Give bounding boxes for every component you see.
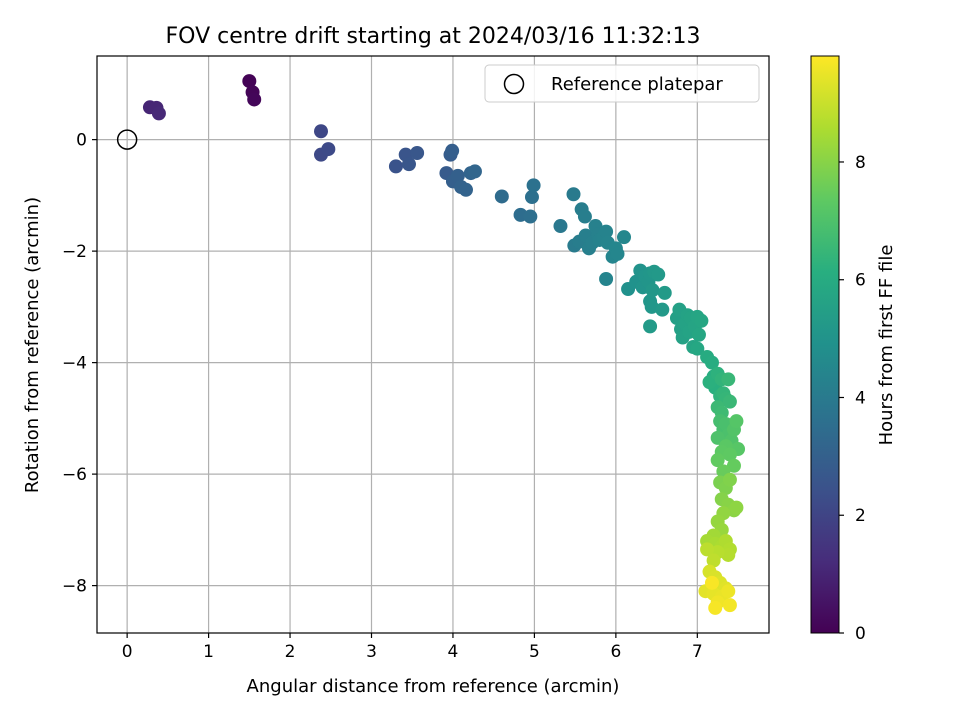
data-point <box>708 600 723 615</box>
x-tick-label: 6 <box>610 642 621 662</box>
data-point <box>704 355 719 370</box>
data-point <box>729 414 744 429</box>
data-point <box>690 341 705 356</box>
colorbar-gradient <box>810 55 840 634</box>
plot-frame <box>96 55 770 634</box>
data-point <box>401 157 416 172</box>
data-point <box>721 372 736 387</box>
data-point <box>617 230 632 245</box>
y-tick-label: −2 <box>62 242 87 262</box>
colorbar-tick-label: 4 <box>855 388 866 408</box>
x-tick-label: 2 <box>285 642 296 662</box>
data-point <box>722 472 737 487</box>
data-point <box>450 168 465 183</box>
data-point <box>566 187 581 202</box>
data-point <box>655 302 670 317</box>
colorbar-label: Hours from first FF file <box>876 245 897 446</box>
data-point <box>721 547 736 562</box>
data-point <box>467 164 482 179</box>
data-point <box>722 598 737 613</box>
colorbar: 0 2 4 6 8 Hours from first FF file <box>810 55 897 644</box>
data-point <box>691 327 706 342</box>
data-point <box>526 178 541 193</box>
legend-entry-label: Reference platepar <box>551 74 723 95</box>
data-point <box>657 285 672 300</box>
legend-box <box>484 64 760 103</box>
data-point <box>247 92 262 107</box>
data-point <box>553 219 568 234</box>
data-point <box>645 283 660 298</box>
data-point <box>721 584 736 599</box>
y-tick-label: −4 <box>62 354 87 374</box>
data-point <box>729 500 744 515</box>
data-point <box>388 159 403 174</box>
data-point <box>314 124 328 139</box>
data-point <box>643 319 658 334</box>
data-point <box>644 299 659 314</box>
data-point <box>445 143 460 158</box>
y-tick-label: −6 <box>62 465 87 485</box>
y-tick-label: 0 <box>76 131 87 151</box>
colorbar-ticks: 0 2 4 6 8 <box>839 153 866 644</box>
x-tick-label: 7 <box>692 642 703 662</box>
data-point <box>700 542 715 557</box>
reference-marker-layer <box>116 129 138 150</box>
data-point <box>458 182 473 197</box>
x-ticks: 0 1 2 3 4 5 6 7 <box>122 633 703 662</box>
data-point <box>321 142 336 157</box>
y-ticks: 0 −2 −4 −6 −8 <box>62 131 97 597</box>
data-point <box>694 313 709 328</box>
colorbar-tick-label: 0 <box>855 624 866 644</box>
data-point <box>710 453 725 468</box>
x-tick-label: 1 <box>203 642 214 662</box>
reference-platepar-marker <box>116 129 138 150</box>
x-tick-label: 0 <box>122 642 133 662</box>
x-tick-label: 4 <box>448 642 459 662</box>
chart-title: FOV centre drift starting at 2024/03/16 … <box>166 24 701 49</box>
data-point <box>599 224 614 239</box>
data-point <box>722 394 737 409</box>
colorbar-tick-label: 6 <box>855 271 866 291</box>
data-point <box>651 267 666 282</box>
data-point <box>704 575 719 590</box>
data-point <box>151 106 166 121</box>
data-point <box>706 553 721 568</box>
legend: Reference platepar <box>484 64 760 103</box>
grid <box>97 56 769 633</box>
x-tick-label: 5 <box>529 642 540 662</box>
data-point <box>524 190 539 205</box>
data-point <box>726 458 741 473</box>
data-point <box>494 189 509 204</box>
data-point <box>242 74 257 89</box>
x-axis-label: Angular distance from reference (arcmin) <box>247 676 620 697</box>
legend-reference-marker <box>503 73 525 95</box>
y-axis-label: Rotation from reference (arcmin) <box>22 197 43 493</box>
data-points <box>142 74 746 615</box>
data-point <box>610 246 625 261</box>
colorbar-tick-label: 2 <box>855 506 866 526</box>
data-point <box>523 209 538 224</box>
data-point <box>577 209 592 224</box>
data-point <box>599 271 614 286</box>
data-point <box>722 447 737 462</box>
data-point <box>410 146 425 161</box>
x-tick-label: 3 <box>366 642 377 662</box>
y-tick-label: −8 <box>62 577 87 597</box>
colorbar-tick-label: 8 <box>855 153 866 173</box>
